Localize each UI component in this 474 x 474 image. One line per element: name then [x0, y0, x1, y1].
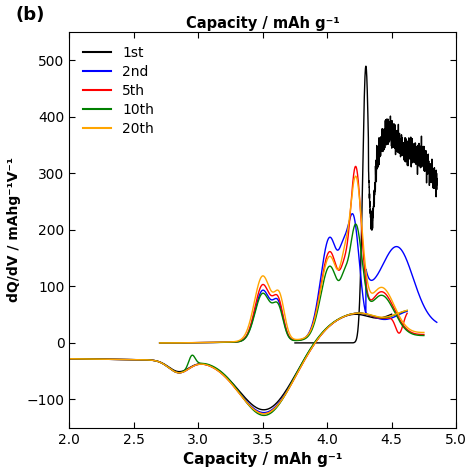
- 20th: [346, 222, 351, 228]
- Line: 20th: 20th: [160, 176, 424, 343]
- 20th: [239, 336, 245, 342]
- 1st: [309, 340, 315, 346]
- Y-axis label: dQ/dV / mAhg⁻¹V⁻¹: dQ/dV / mAhg⁻¹V⁻¹: [7, 157, 21, 302]
- 10th: [229, 339, 235, 345]
- Legend: 1st, 2nd, 5th, 10th, 20th: 1st, 2nd, 5th, 10th, 20th: [76, 39, 161, 143]
- X-axis label: Capacity / mAh g⁻¹: Capacity / mAh g⁻¹: [183, 452, 343, 467]
- 1st: [373, 162, 379, 168]
- 2nd: [356, 251, 362, 257]
- 10th: [421, 333, 427, 338]
- 2nd: [423, 308, 429, 313]
- 20th: [421, 329, 427, 335]
- 1st: [303, 340, 309, 346]
- Line: 2nd: 2nd: [160, 214, 437, 343]
- 1st: [434, 176, 439, 182]
- 1st: [355, 325, 361, 331]
- 2nd: [245, 330, 251, 336]
- Line: 1st: 1st: [295, 66, 437, 343]
- Text: (b): (b): [15, 6, 45, 24]
- 10th: [410, 331, 416, 337]
- 5th: [346, 230, 351, 236]
- 10th: [411, 331, 417, 337]
- 20th: [410, 328, 416, 334]
- 5th: [421, 332, 427, 337]
- 2nd: [434, 319, 439, 325]
- 10th: [239, 338, 245, 344]
- Line: 10th: 10th: [160, 224, 424, 343]
- 2nd: [423, 307, 429, 313]
- 1st: [363, 64, 369, 69]
- 5th: [229, 339, 235, 345]
- 1st: [292, 340, 298, 346]
- 10th: [346, 254, 351, 260]
- 2nd: [236, 339, 241, 345]
- 20th: [229, 339, 235, 345]
- 20th: [411, 328, 417, 334]
- 5th: [239, 337, 245, 343]
- 1st: [358, 267, 364, 273]
- Line: 5th: 5th: [160, 166, 424, 343]
- 1st: [352, 339, 358, 345]
- 5th: [410, 330, 416, 336]
- Title: Capacity / mAh g⁻¹: Capacity / mAh g⁻¹: [186, 16, 340, 31]
- 5th: [411, 330, 417, 336]
